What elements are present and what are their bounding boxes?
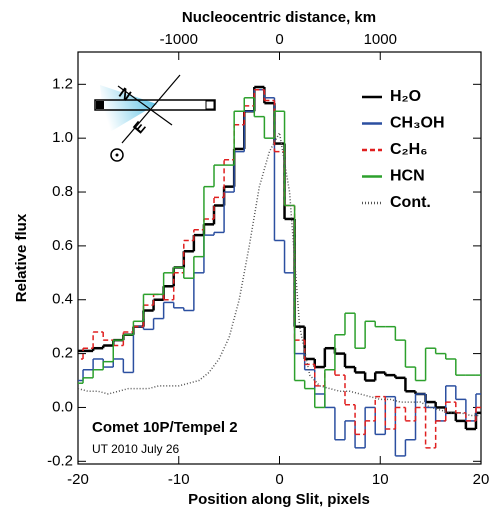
y-axis-label: Relative flux	[13, 213, 30, 302]
annotation: UT 2010 July 26	[92, 442, 179, 456]
x-tick-label: -20	[67, 471, 89, 488]
y-tick-label: 0.0	[52, 398, 73, 415]
legend-label: C₂H₆	[390, 141, 427, 158]
legend-label: CH₃OH	[390, 115, 445, 132]
plot-area	[78, 85, 481, 457]
x2-tick-label: -1000	[160, 31, 198, 48]
y-tick-label: 0.8	[52, 183, 73, 200]
y-tick-label: -0.2	[47, 452, 73, 469]
sun-symbol	[110, 148, 124, 162]
slit	[94, 99, 216, 111]
y-tick-label: 1.2	[52, 75, 73, 92]
legend-label: HCN	[390, 168, 425, 185]
x-tick-label: 0	[275, 471, 283, 488]
x-tick-label: 20	[473, 471, 490, 488]
legend-label: H₂O	[390, 88, 421, 105]
compass-n	[117, 85, 173, 126]
y-tick-label: 0.6	[52, 237, 73, 254]
x-tick-label: -10	[168, 471, 190, 488]
y-tick-label: 1.0	[52, 129, 73, 146]
annotation: Comet 10P/Tempel 2	[92, 419, 238, 436]
y-tick-label: 0.4	[52, 291, 73, 308]
slit-end	[96, 101, 104, 109]
x-axis-label: Position along Slit, pixels	[188, 491, 370, 508]
x2-tick-label: 1000	[364, 31, 397, 48]
legend-label: Cont.	[390, 194, 431, 211]
x2-axis-label: Nucleocentric distance, km	[182, 9, 376, 26]
compass-e	[121, 74, 181, 144]
x-tick-label: 10	[372, 471, 389, 488]
compass-label: E	[130, 119, 149, 138]
y-tick-label: 0.2	[52, 345, 73, 362]
slit-end	[205, 100, 215, 110]
compass: N E	[94, 74, 216, 162]
sun-dot	[115, 153, 119, 157]
x2-tick-label: 0	[275, 31, 283, 48]
series-line	[78, 130, 481, 417]
